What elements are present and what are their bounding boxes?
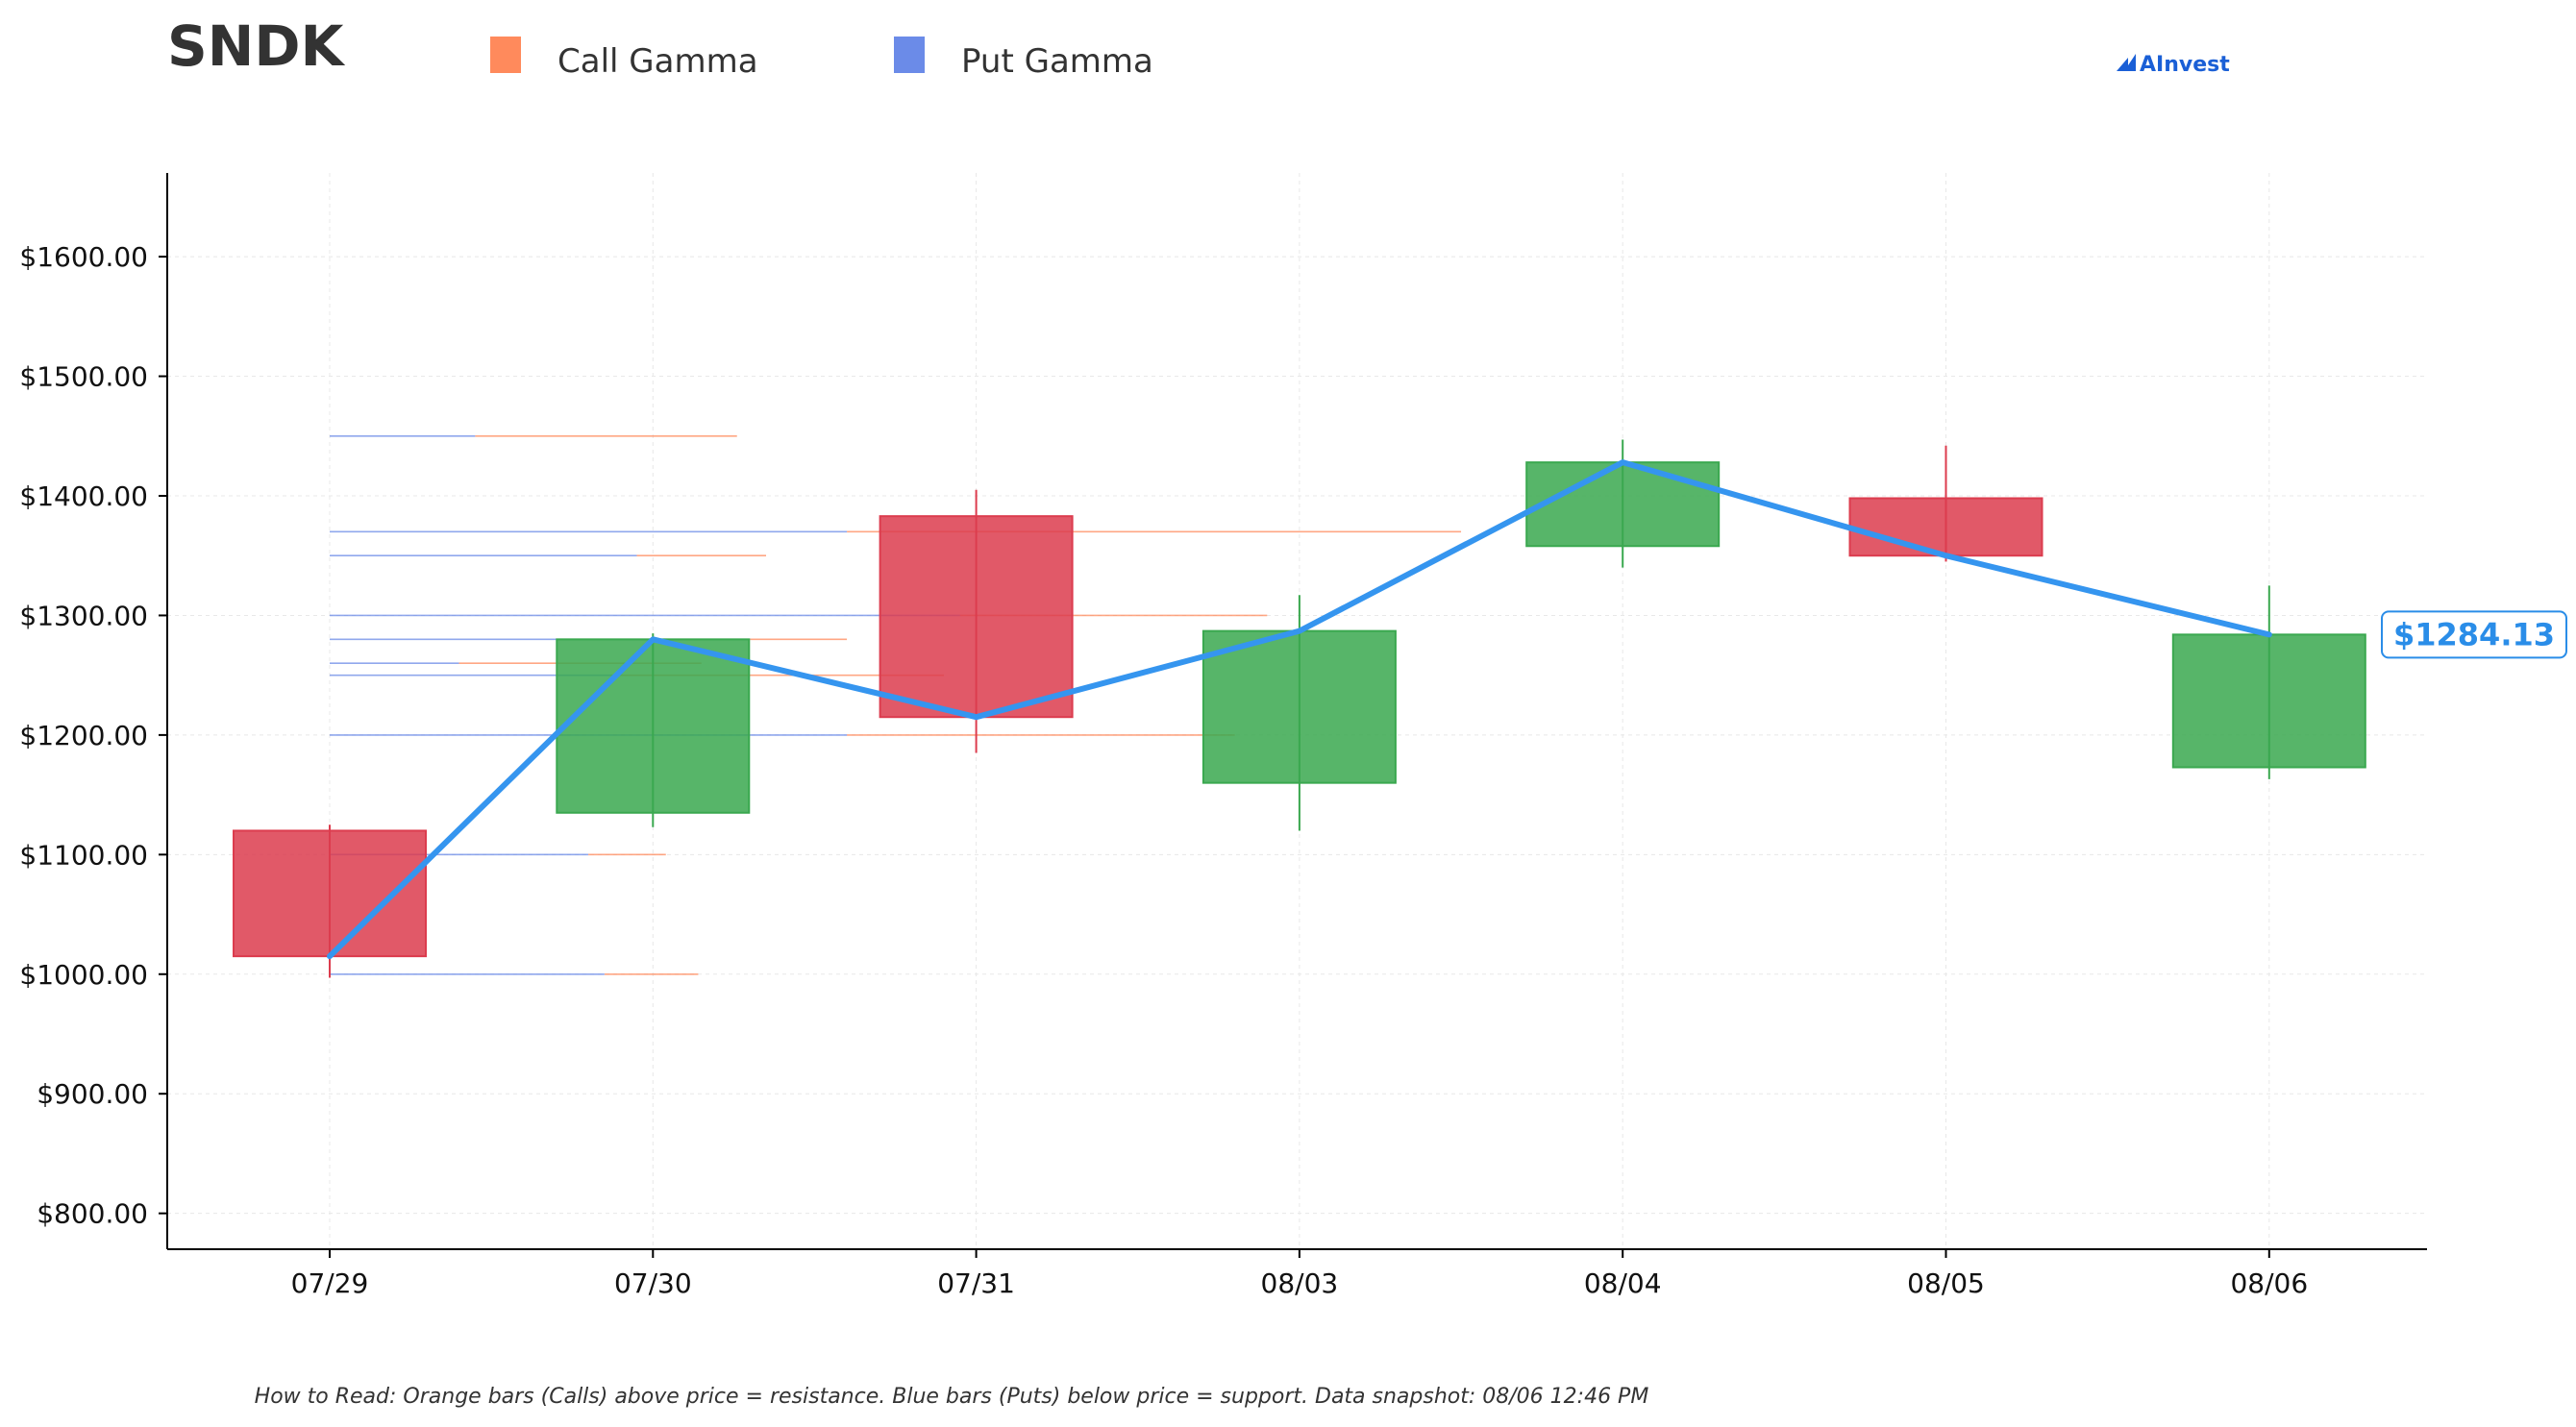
x-tick-label: 07/31 — [937, 1267, 1015, 1299]
last-price-label: $1284.13 — [2393, 616, 2555, 652]
y-tick-label: $1100.00 — [19, 839, 148, 871]
ticker-symbol: SNDK — [167, 13, 345, 79]
x-tick-label: 08/04 — [1584, 1267, 1662, 1299]
x-tick-label: 08/06 — [2230, 1267, 2308, 1299]
put-gamma-swatch — [894, 37, 925, 73]
last-price-tag: $1284.13 — [2381, 610, 2567, 659]
x-tick-label: 08/05 — [1907, 1267, 1985, 1299]
y-tick-label: $1200.00 — [19, 720, 148, 751]
axes — [166, 173, 2427, 1250]
legend-item-call-gamma: Call Gamma — [490, 37, 758, 81]
how-to-read-footnote: How to Read: Orange bars (Calls) above p… — [255, 1385, 1649, 1409]
ainvest-logo-icon — [2117, 54, 2136, 71]
x-tick-label: 07/29 — [291, 1267, 369, 1299]
y-tick-label: $800.00 — [37, 1198, 148, 1230]
legend: Call Gamma Put Gamma — [490, 37, 1153, 81]
price-line — [327, 459, 2272, 960]
y-axis-ticks: $800.00 $900.00 $1000.00 $1100.00 $1200.00 $1… — [19, 241, 167, 1230]
last-price-box — [2381, 610, 2567, 659]
legend-label-put-gamma: Put Gamma — [961, 42, 1153, 81]
x-tick-label: 07/30 — [614, 1267, 692, 1299]
brand-name: AInvest — [2140, 53, 2230, 77]
x-tick-label: 08/03 — [1261, 1267, 1339, 1299]
y-tick-label: $1500.00 — [19, 361, 148, 393]
y-tick-label: $900.00 — [37, 1078, 148, 1110]
price-line-layer — [327, 459, 2272, 960]
y-tick-label: $1400.00 — [19, 480, 148, 512]
legend-label-call-gamma: Call Gamma — [557, 42, 758, 81]
y-tick-label: $1600.00 — [19, 241, 148, 273]
brand-logo: AInvest — [2117, 53, 2230, 77]
legend-item-put-gamma: Put Gamma — [894, 37, 1153, 81]
call-gamma-swatch — [490, 37, 521, 73]
y-tick-label: $1300.00 — [19, 600, 148, 631]
x-axis-ticks: 07/29 07/30 07/31 08/03 08/04 08/05 08/06 — [291, 1249, 2308, 1299]
y-tick-label: $1000.00 — [19, 959, 148, 991]
